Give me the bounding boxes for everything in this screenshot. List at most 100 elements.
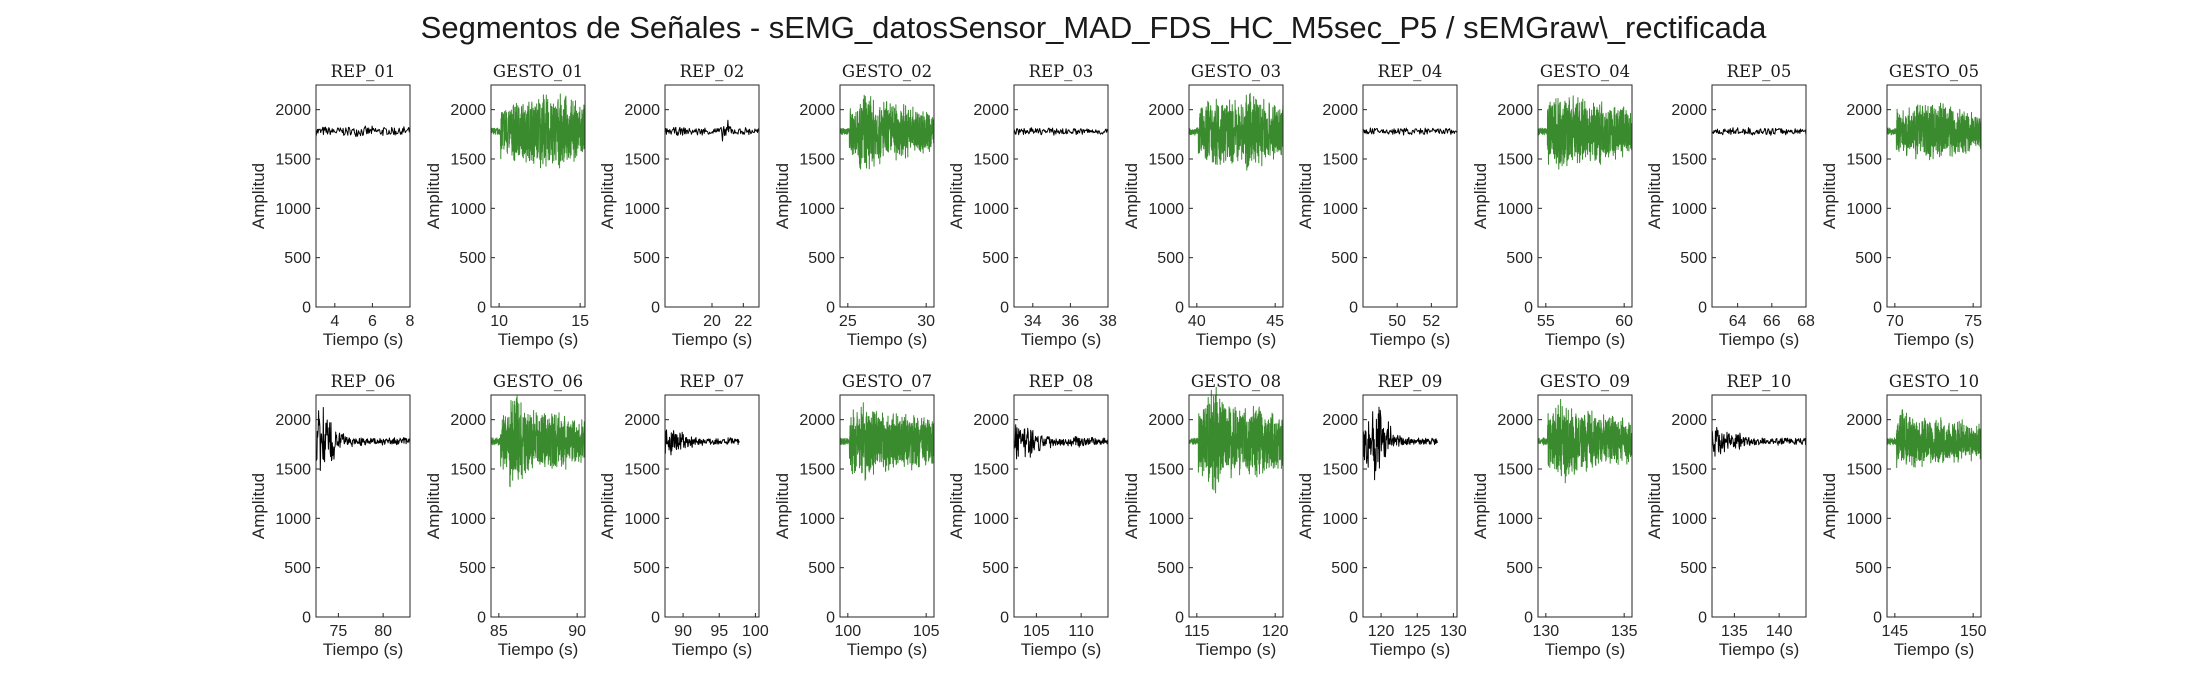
y-tick-label: 1000	[1846, 511, 1882, 528]
x-tick-label: 36	[1062, 313, 1080, 330]
panel-title: GESTO_10	[1889, 372, 1979, 391]
subplot-rep-10: 0 500 1000 1500 2000 135 140 REP_10 Tiempo (s) Am…	[1645, 372, 1807, 659]
panel-title: REP_01	[331, 62, 396, 81]
y-tick-label: 1500	[799, 462, 835, 479]
y-tick-label: 1000	[450, 201, 486, 218]
x-tick-label: 66	[1763, 313, 1781, 330]
axes-box	[1188, 394, 1284, 618]
x-tick-label: 8	[406, 313, 415, 330]
y-tick-label: 1500	[1846, 152, 1882, 169]
y-tick-label: 1000	[1497, 511, 1533, 528]
y-tick-label: 1500	[1671, 462, 1707, 479]
x-tick-label: 25	[839, 313, 857, 330]
y-tick-label: 1000	[624, 201, 660, 218]
y-tick-label: 2000	[450, 412, 486, 429]
signal-trace	[1362, 127, 1458, 136]
x-axis-label: Tiempo (s)	[1196, 330, 1277, 349]
y-tick-label: 500	[1855, 250, 1882, 267]
x-tick-label: 15	[571, 313, 589, 330]
x-tick-label: 10	[490, 313, 508, 330]
x-tick-label: 90	[568, 623, 586, 640]
signal-trace	[1188, 386, 1284, 494]
y-tick-label: 0	[1524, 300, 1533, 317]
axes-box	[1537, 394, 1633, 618]
y-tick-label: 2000	[624, 102, 660, 119]
y-tick-label: 2000	[1322, 412, 1358, 429]
axes-box	[1188, 84, 1284, 308]
y-tick-label: 2000	[450, 102, 486, 119]
x-tick-label: 130	[1532, 623, 1559, 640]
panel-title: REP_02	[680, 62, 745, 81]
y-axis-label: Amplitud	[598, 163, 617, 229]
y-tick-label: 1000	[1671, 511, 1707, 528]
y-tick-label: 500	[633, 250, 660, 267]
panel-title: REP_09	[1378, 372, 1443, 391]
x-tick-label: 52	[1422, 313, 1440, 330]
y-tick-label: 0	[1698, 610, 1707, 627]
axes-box	[490, 394, 586, 618]
y-tick-label: 500	[284, 560, 311, 577]
y-tick-label: 500	[1157, 250, 1184, 267]
x-tick-label: 75	[1964, 313, 1982, 330]
y-axis-label: Amplitud	[1296, 473, 1315, 539]
signal-trace	[664, 429, 740, 456]
signal-trace	[1886, 409, 1982, 468]
y-axis-label: Amplitud	[598, 473, 617, 539]
y-tick-label: 1500	[799, 152, 835, 169]
x-axis-label: Tiempo (s)	[323, 330, 404, 349]
panel-title: GESTO_05	[1889, 62, 1979, 81]
x-axis-label: Tiempo (s)	[672, 330, 753, 349]
y-axis-label: Amplitud	[249, 473, 268, 539]
signal-trace	[315, 125, 411, 138]
x-axis-label: Tiempo (s)	[1545, 330, 1626, 349]
y-tick-label: 500	[808, 250, 835, 267]
x-tick-label: 150	[1960, 623, 1987, 640]
axes-box	[839, 394, 935, 618]
axes-box	[1886, 84, 1982, 308]
y-axis-label: Amplitud	[1122, 163, 1141, 229]
y-tick-label: 500	[459, 560, 486, 577]
y-tick-label: 0	[1000, 300, 1009, 317]
y-tick-label: 1500	[1322, 152, 1358, 169]
panel-title: GESTO_04	[1540, 62, 1630, 81]
x-axis-label: Tiempo (s)	[1196, 640, 1277, 659]
y-tick-label: 0	[1175, 300, 1184, 317]
subplot-rep-02: 0 500 1000 1500 2000 20 22 REP_02 Tiempo (s) Ampl…	[598, 62, 760, 349]
x-axis-label: Tiempo (s)	[1021, 640, 1102, 659]
signal-trace	[1537, 95, 1633, 170]
y-axis-label: Amplitud	[1296, 163, 1315, 229]
y-tick-label: 500	[808, 560, 835, 577]
x-tick-label: 140	[1766, 623, 1793, 640]
y-tick-label: 1500	[1148, 152, 1184, 169]
signal-trace	[490, 93, 586, 169]
signal-trace	[1013, 422, 1109, 460]
y-tick-label: 0	[1873, 610, 1882, 627]
y-tick-label: 2000	[1846, 412, 1882, 429]
y-axis-label: Amplitud	[947, 163, 966, 229]
y-tick-label: 1500	[973, 462, 1009, 479]
y-tick-label: 1500	[973, 152, 1009, 169]
x-tick-label: 100	[834, 623, 861, 640]
x-axis-label: Tiempo (s)	[498, 330, 579, 349]
subplot-rep-08: 0 500 1000 1500 2000 105 110 REP_08 Tiempo (s) Am…	[947, 372, 1109, 659]
x-axis-label: Tiempo (s)	[672, 640, 753, 659]
x-tick-label: 80	[374, 623, 392, 640]
y-axis-label: Amplitud	[773, 473, 792, 539]
y-tick-label: 1500	[1148, 462, 1184, 479]
subplot-rep-07: 0 500 1000 1500 2000 90 95 100 REP_07 Tiempo (s) A…	[598, 372, 769, 659]
signal-trace	[664, 119, 760, 142]
y-tick-label: 500	[459, 250, 486, 267]
y-tick-label: 2000	[1671, 102, 1707, 119]
y-tick-label: 500	[1506, 250, 1533, 267]
y-tick-label: 1500	[450, 152, 486, 169]
x-tick-label: 50	[1388, 313, 1406, 330]
y-tick-label: 0	[651, 610, 660, 627]
panel-title: REP_05	[1727, 62, 1792, 81]
y-tick-label: 500	[1331, 250, 1358, 267]
x-tick-label: 115	[1184, 623, 1210, 640]
x-tick-label: 45	[1266, 313, 1284, 330]
signal-trace	[1711, 426, 1807, 457]
y-tick-label: 2000	[973, 102, 1009, 119]
x-tick-label: 22	[734, 313, 752, 330]
subplot-rep-05: 0 500 1000 1500 2000 64 66 68 REP_05 Tiempo (s) Am…	[1645, 62, 1815, 349]
